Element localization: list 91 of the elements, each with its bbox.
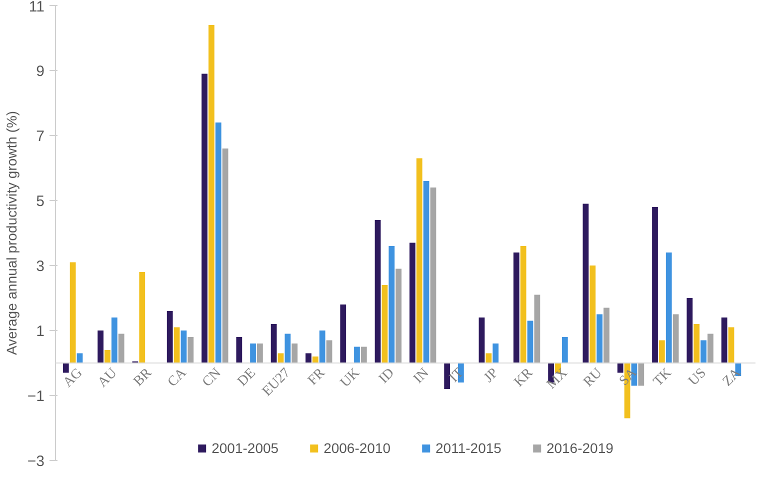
bar [202,74,208,363]
bar [382,285,388,363]
x-tick-label: CA [165,365,190,390]
bar [118,334,124,363]
bar [354,346,360,363]
bar [180,330,187,363]
y-tick-label: −3 [27,453,45,470]
bar [215,122,222,363]
bar [423,181,430,363]
bar [700,340,706,363]
bar [590,266,596,363]
x-tick-label: ID [376,366,398,387]
y-tick-label: 7 [36,128,44,145]
bar [208,25,214,363]
bar [236,337,242,363]
bar [188,337,194,363]
y-tick-label: 3 [36,258,44,275]
bar [166,311,173,363]
legend-label: 2011-2015 [436,440,502,456]
bar [686,298,693,363]
bar [70,262,76,363]
bar [270,324,277,363]
x-tick-label: BR [131,365,156,390]
bar [360,346,367,363]
bar [658,340,665,363]
bar [513,252,520,363]
bar [708,334,714,363]
bar [596,314,603,363]
bar [582,204,589,363]
y-tick-label: 9 [36,63,44,80]
bar [604,308,610,363]
bar [416,158,422,363]
y-tick-label: 5 [36,193,44,210]
bar [728,327,734,363]
bar [312,356,318,363]
x-tick-label: AG [60,366,86,391]
bar [652,207,658,363]
bar [326,340,332,363]
bar [409,242,416,363]
bar [139,272,146,363]
bar [478,318,485,363]
bar [111,318,118,363]
x-tick-label: IT [446,365,468,386]
bar [444,363,450,389]
bar [492,344,499,363]
bar [430,188,436,363]
bar [222,148,228,363]
bar [388,246,395,363]
x-tick-label: SA [616,365,641,389]
bar [250,344,256,363]
y-tick-label: −1 [27,388,45,405]
bar [527,320,534,363]
legend-label: 2006-2010 [324,440,391,456]
bar [486,353,492,363]
bar [319,330,326,363]
bar [292,344,298,363]
x-tick-label: FR [305,365,329,388]
bar [534,294,540,363]
x-tick-label: RU [581,366,606,390]
bar [638,363,644,386]
x-tick-label: TK [650,366,675,390]
bar [721,318,728,363]
x-tick-label: JP [481,366,502,386]
x-tick-label: UK [338,366,363,391]
bar [340,304,346,363]
bar [672,314,679,363]
y-tick-label: 11 [28,0,45,16]
x-tick-label: CN [200,366,224,390]
bar [257,344,263,363]
x-tick-label: KR [512,365,537,390]
x-tick-label: AU [95,366,120,391]
bar [104,350,110,363]
x-tick-label: ZA [720,365,745,390]
bar [374,220,381,363]
bar [666,252,672,363]
bar [396,268,402,363]
x-tick-label: MX [544,366,571,392]
legend-label: 2016-2019 [546,440,614,456]
legend-label: 2001-2005 [212,440,279,456]
bar [174,327,180,363]
y-axis-title: Average annual productivity growth (%) [3,110,20,356]
x-tick-label: DE [235,366,259,390]
bar [694,324,700,363]
bar [520,246,526,363]
bar [284,334,291,363]
y-tick-label: 1 [36,323,44,340]
x-tick-label: US [686,366,710,389]
bar [306,353,312,363]
bar [98,330,104,363]
bar [562,337,568,363]
x-tick-label: IN [411,366,432,387]
